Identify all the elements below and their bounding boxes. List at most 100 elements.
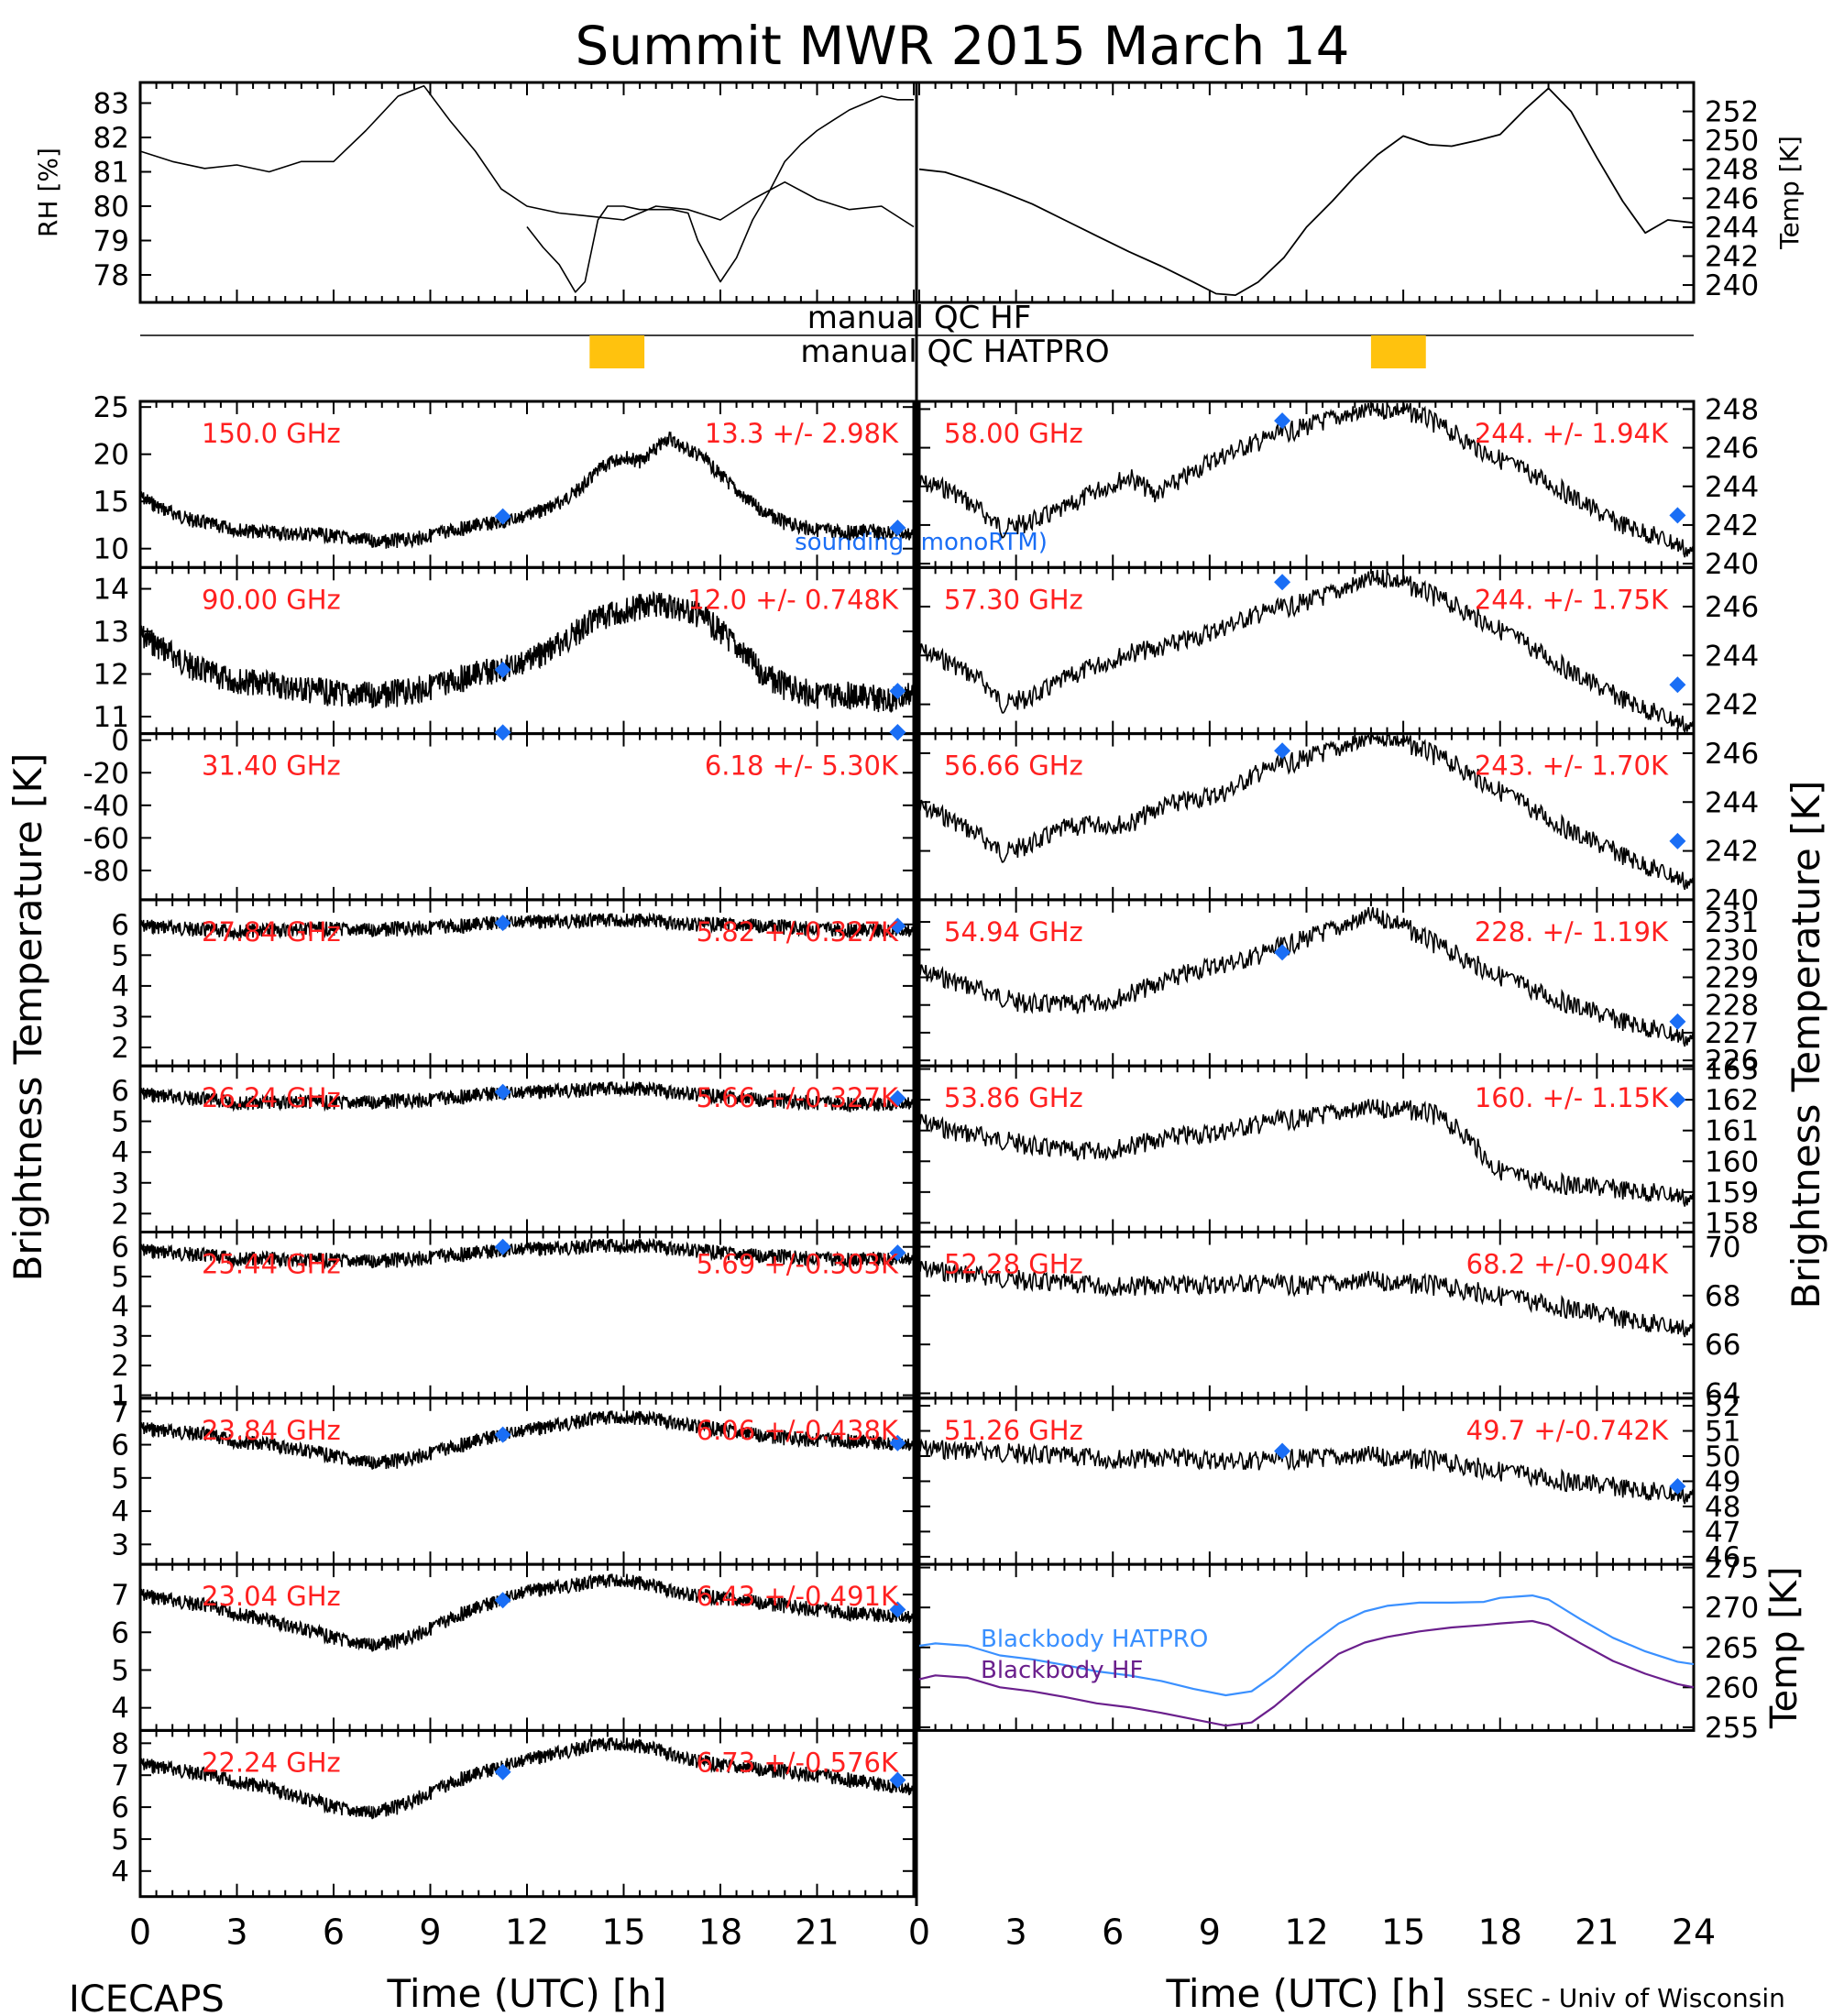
- x-tick-label-right: 6: [1102, 1912, 1124, 1953]
- panel-27-84-sounding-marker: [889, 917, 906, 935]
- panel-26-24-ytick-label: 6: [111, 1075, 129, 1108]
- panel-22-24-sounding-marker: [889, 1771, 906, 1789]
- panel-51-26-ytick-label: 46: [1705, 1541, 1740, 1574]
- temp-ytick-label: 240: [1705, 269, 1759, 302]
- x-tick-label-right: 15: [1381, 1912, 1425, 1953]
- x-tick-label-left: 3: [225, 1912, 247, 1953]
- panel-27-84-label: 27.84 GHz: [202, 916, 341, 948]
- panel-23-04-ytick-label: 7: [111, 1579, 129, 1612]
- panel-51-26-sounding-marker: [1669, 1477, 1686, 1495]
- panel-150-0-series: [139, 491, 528, 549]
- temp-series: [918, 87, 1695, 297]
- panel-52-28-ytick-label: 66: [1705, 1329, 1740, 1362]
- panel-bb-series-0: [918, 1594, 1695, 1697]
- panel-22-24-ytick-label: 5: [111, 1824, 129, 1857]
- panel-23-84-stat: 6.06 +/-0.438K: [697, 1415, 899, 1446]
- panel-22-24-series: [139, 1754, 528, 1820]
- x-tick-label-left: 6: [323, 1912, 345, 1953]
- panel-58-00-series: [918, 402, 1695, 558]
- panel-31-40-sounding-marker: [889, 724, 906, 741]
- panel-90-00-ytick-label: 11: [93, 701, 129, 734]
- panel-150-0-stat: 13.3 +/- 2.98K: [705, 418, 899, 449]
- panel-25-44-ytick-label: 4: [111, 1290, 129, 1323]
- x-axis-label-right: Time (UTC) [h]: [1166, 1971, 1446, 2016]
- temp-ytick-label: 248: [1705, 154, 1759, 187]
- panel-27-84-ytick-label: 2: [111, 1032, 129, 1065]
- panel-22-24-ytick-label: 7: [111, 1759, 129, 1792]
- panel-bb-ytick-label: 275: [1705, 1552, 1759, 1585]
- panel-90-00-series: [139, 625, 528, 708]
- panel-23-04-sounding-marker: [889, 1601, 906, 1618]
- panel-27-84-ytick-label: 5: [111, 939, 129, 972]
- qc-hatpro-label: manual QC HATPRO: [800, 334, 1109, 370]
- qc-hatpro-flag: [1370, 335, 1426, 368]
- panel-23-04-label: 23.04 GHz: [202, 1581, 341, 1612]
- panel-23-04-stat: 6.43 +/-0.491K: [697, 1581, 899, 1612]
- panel-58-00-ytick-label: 240: [1705, 548, 1759, 581]
- panel-25-44-ytick-label: 6: [111, 1232, 129, 1265]
- panel-54-94-ytick-label: 226: [1705, 1045, 1759, 1078]
- panel-52-28-ytick-label: 68: [1705, 1280, 1740, 1313]
- figure-title: Summit MWR 2015 March 14: [575, 15, 1349, 77]
- panel-54-94-series: [918, 906, 1695, 1047]
- panel-51-26-stat: 49.7 +/-0.742K: [1466, 1415, 1669, 1446]
- panel-bb-ytick-label: 265: [1705, 1632, 1759, 1665]
- panel-53-86-ytick-label: 158: [1705, 1207, 1759, 1240]
- panel-23-84-series-late: [526, 1409, 915, 1452]
- panel-58-00-ytick-label: 242: [1705, 509, 1759, 542]
- panel-57-30-ytick-label: 242: [1705, 689, 1759, 722]
- panel-26-24-ytick-label: 5: [111, 1106, 129, 1139]
- panel-150-0-ytick-label: 25: [93, 391, 129, 424]
- panel-bb-legend-0: Blackbody HATPRO: [981, 1626, 1208, 1653]
- panel-22-24-series-late: [526, 1737, 915, 1796]
- x-tick-label-right: 3: [1005, 1912, 1027, 1953]
- panel-25-44-sounding-marker: [494, 1238, 511, 1255]
- x-tick-label-left: 18: [698, 1912, 742, 1953]
- panel-26-24-ytick-label: 3: [111, 1167, 129, 1200]
- panel-53-86-series: [918, 1099, 1695, 1207]
- panel-56-66-label: 56.66 GHz: [944, 751, 1083, 782]
- panel-53-86-stat: 160. +/- 1.15K: [1475, 1082, 1669, 1113]
- panel-31-40-ytick-label: 0: [111, 725, 129, 758]
- rh-ytick-label: 80: [93, 191, 129, 224]
- y-axis-label-right: Brightness Temperature [K]: [1784, 781, 1828, 1309]
- temp-ytick-label: 252: [1705, 96, 1759, 129]
- panel-51-26-ytick-label: 50: [1705, 1441, 1740, 1474]
- rh-ytick-label: 83: [93, 88, 129, 121]
- panel-23-04-ytick-label: 6: [111, 1616, 129, 1649]
- temp-ytick-label: 246: [1705, 182, 1759, 215]
- panel-22-24-stat: 6.73 +/-0.576K: [697, 1747, 899, 1778]
- panel-90-00-series-late: [526, 590, 915, 713]
- x-tick-label-right: 9: [1199, 1912, 1221, 1953]
- panel-51-26-sounding-marker: [1274, 1442, 1291, 1460]
- panel-27-84-stat: 5.82 +/-0.327K: [697, 916, 899, 948]
- rh-axis-label: RH [%]: [33, 148, 63, 237]
- panel-150-0-series-late: [526, 431, 915, 541]
- panel-56-66-sounding-marker: [1274, 742, 1291, 760]
- panel-27-84-ytick-label: 3: [111, 1001, 129, 1034]
- panel-56-66-ytick-label: 240: [1705, 884, 1759, 917]
- panel-25-44-ytick-label: 3: [111, 1320, 129, 1353]
- panel-90-00-label: 90.00 GHz: [202, 584, 341, 615]
- panel-150-0-ytick-label: 10: [93, 533, 129, 566]
- panel-25-44-ytick-label: 1: [111, 1380, 129, 1413]
- panel-23-84-sounding-marker: [494, 1426, 511, 1443]
- panel-53-86-label: 53.86 GHz: [944, 1082, 1083, 1113]
- panel-54-94-stat: 228. +/- 1.19K: [1475, 916, 1669, 948]
- x-tick-label-right: 24: [1672, 1912, 1716, 1953]
- panel-51-26-ytick-label: 48: [1705, 1491, 1740, 1524]
- panel-53-86-ytick-label: 162: [1705, 1084, 1759, 1117]
- panel-26-24-series: [139, 1085, 528, 1112]
- panel-56-66-stat: 243. +/- 1.70K: [1475, 751, 1669, 782]
- panel-90-00-stat: 12.0 +/- 0.748K: [687, 584, 899, 615]
- x-tick-label-left: 9: [419, 1912, 441, 1953]
- panel-58-00-ytick-label: 244: [1705, 471, 1759, 504]
- panel-53-86-ytick-label: 161: [1705, 1115, 1759, 1148]
- temp-ytick-label: 242: [1705, 240, 1759, 273]
- panel-23-04-series: [139, 1585, 528, 1652]
- x-tick-label-right: 21: [1575, 1912, 1619, 1953]
- x-tick-label-right: 0: [908, 1912, 930, 1953]
- panel-54-94-ytick-label: 230: [1705, 934, 1759, 967]
- panel-25-44-ytick-label: 5: [111, 1261, 129, 1294]
- temp-ytick-label: 250: [1705, 125, 1759, 158]
